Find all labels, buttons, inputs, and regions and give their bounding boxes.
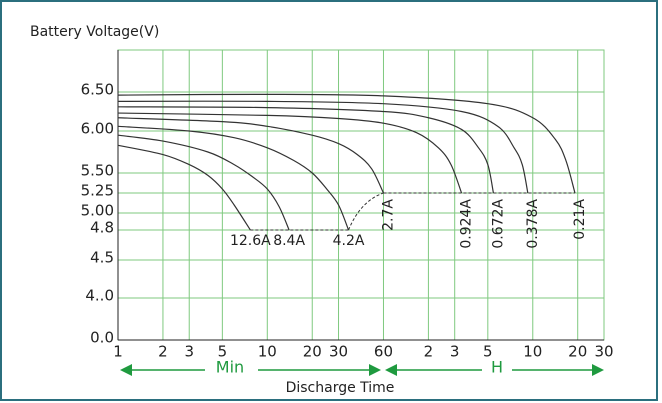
arrow-head [592, 364, 604, 376]
x-tick-label: 30 [594, 343, 613, 361]
y-tick-label: 6.00 [81, 120, 114, 138]
x-tick-label: 2 [424, 343, 434, 361]
series-line [117, 134, 290, 231]
y-tick-label: 0.0 [90, 329, 114, 347]
series-line [117, 93, 576, 194]
x-tick-label: 5 [483, 343, 493, 361]
y-tick-label: 5.50 [81, 162, 114, 180]
annotation: Min [216, 358, 244, 377]
series-line [117, 125, 350, 231]
series-label: 8.4A [273, 233, 305, 249]
series-label: 12.6A [230, 233, 271, 249]
arrows: Min H [120, 358, 604, 377]
series-line [117, 144, 251, 231]
series-line [117, 106, 495, 194]
series-label: 0.924A [459, 199, 475, 249]
x-tick-label: 20 [303, 343, 322, 361]
y-tick-label: 6.50 [81, 81, 114, 99]
series-line [117, 117, 385, 194]
x-tick-label: 3 [184, 343, 194, 361]
x-tick-label: 20 [568, 343, 587, 361]
series-label: 0.672A [490, 199, 506, 249]
x-tick-label: 10 [258, 343, 277, 361]
annotation: H [491, 358, 503, 377]
y-tick-label: 4.8 [90, 219, 114, 237]
x-tick-label: 1 [113, 343, 123, 361]
series-label: 4.2A [333, 233, 365, 249]
y-tick-label: 5.25 [81, 182, 114, 200]
x-tick-label: 2 [158, 343, 168, 361]
series-label: 2.7A [380, 199, 396, 231]
arrow-head [120, 364, 132, 376]
y-tick-label: 5.00 [81, 202, 114, 220]
series-label: 0.378A [525, 199, 541, 249]
arrow-head [369, 364, 381, 376]
x-tick-label: 5 [218, 343, 228, 361]
x-tick-label: 30 [329, 343, 348, 361]
x-tick-label: 60 [374, 343, 393, 361]
series-line [117, 100, 529, 194]
series-label: 0.21A [572, 199, 588, 240]
y-tick-label: 4..0 [85, 287, 114, 305]
y-axis-label: Battery Voltage(V) [30, 24, 159, 40]
x-tick-label: 10 [523, 343, 542, 361]
y-tick-label: 4.5 [90, 249, 114, 267]
series-line [117, 112, 463, 194]
x-axis-label: Discharge Time [286, 380, 395, 396]
x-tick-label: 3 [450, 343, 460, 361]
